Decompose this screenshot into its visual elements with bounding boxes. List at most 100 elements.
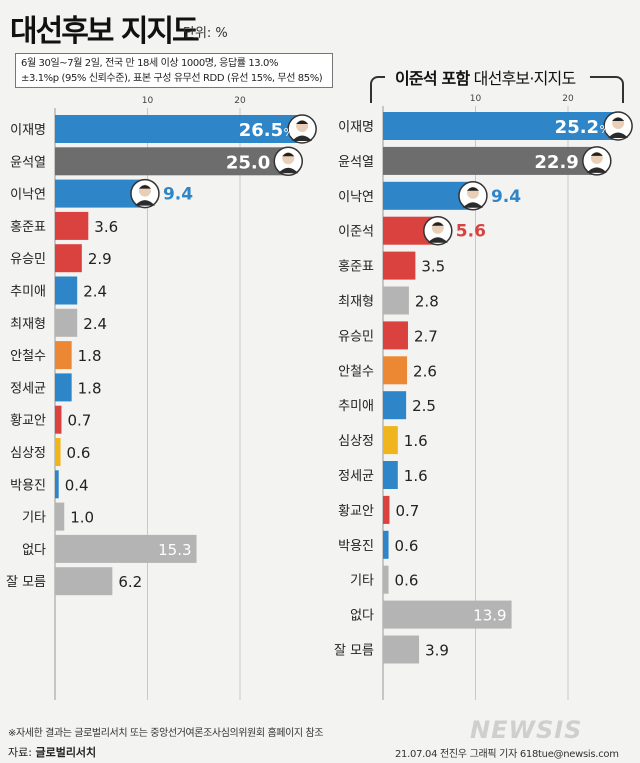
left-value-label: 26.5 — [239, 120, 283, 141]
right-bar — [383, 495, 390, 524]
left-bar — [55, 405, 62, 434]
right-bar — [383, 146, 595, 175]
left-category-label: 홍준표 — [10, 220, 46, 235]
left-bar — [55, 534, 197, 563]
left-value-label: 1.8 — [78, 379, 102, 397]
right-value-label: 9.4 — [491, 187, 521, 207]
left-portrait-suit — [278, 167, 299, 174]
right-bar — [383, 461, 398, 489]
right-category-label: 없다 — [350, 609, 374, 624]
left-bar — [55, 147, 287, 176]
right-portrait-suit — [427, 237, 448, 243]
right-category-label: 이낙연 — [338, 190, 374, 205]
source: 자료: 글로벌리서치 — [8, 744, 96, 760]
left-portrait-hair — [296, 120, 309, 124]
left-bar — [55, 276, 78, 305]
right-category-label: 심상정 — [338, 434, 374, 449]
right-value-label: 1.6 — [404, 467, 428, 485]
right-category-label: 추미애 — [338, 399, 374, 414]
left-portrait-hair — [282, 152, 295, 157]
left-value-label: 15.3 — [158, 541, 191, 559]
left-portrait-suit — [134, 200, 155, 206]
source-name: 글로벌리서치 — [35, 746, 97, 759]
right-value-label: 3.9 — [425, 642, 449, 660]
left-bar — [55, 341, 72, 370]
left-bar — [55, 211, 89, 240]
unit-label: 단위: % — [183, 26, 228, 41]
left-category-label: 윤석열 — [10, 155, 46, 170]
right-value-label: 0.6 — [395, 572, 419, 590]
left-category-label: 안철수 — [10, 349, 46, 364]
right-bar — [383, 635, 420, 664]
left-category-label: 최재형 — [10, 317, 46, 332]
right-bar — [383, 286, 409, 315]
survey-note-box: 6월 30일~7월 2일, 전국 만 18세 이상 1000명, 응답률 13.… — [15, 53, 333, 88]
right-value-label: 2.7 — [414, 327, 438, 345]
newsis-logo: NEWSIS — [470, 716, 583, 744]
right-bar — [383, 251, 416, 280]
right-category-label: 홍준표 — [338, 260, 374, 275]
left-portrait-hair — [138, 185, 151, 189]
left-category-label: 추미애 — [10, 285, 46, 300]
right-category-label: 황교안 — [338, 504, 374, 519]
right-bar — [383, 356, 408, 385]
right-value-label: 2.6 — [413, 362, 437, 380]
right-category-label: 정세균 — [338, 469, 374, 484]
left-bar — [55, 179, 142, 208]
right-portrait-hair — [431, 222, 444, 226]
right-portrait-suit — [608, 132, 629, 138]
right-bar — [383, 112, 617, 140]
right-category-label: 안철수 — [338, 364, 374, 379]
right-portrait-hair — [590, 152, 603, 156]
left-percent-sign: % — [284, 126, 294, 139]
left-category-label: 황교안 — [10, 414, 46, 429]
left-bar — [55, 470, 59, 499]
right-title-rest: 대선후보·지지도 — [473, 69, 577, 88]
chart-title: 대선후보 지지도 — [10, 14, 200, 49]
right-value-label: 25.2 — [555, 117, 599, 138]
right-value-label: 13.9 — [473, 607, 506, 625]
right-category-label: 박용진 — [338, 539, 374, 554]
left-value-label: 2.4 — [83, 315, 107, 333]
left-value-label: 0.6 — [67, 444, 91, 462]
right-bar — [383, 321, 408, 350]
left-value-label: 1.0 — [70, 509, 94, 527]
right-category-label: 기타 — [350, 574, 374, 589]
left-tick-label: 20 — [234, 96, 246, 106]
right-category-label: 윤석열 — [338, 155, 374, 170]
right-value-label: 5.6 — [456, 222, 486, 242]
survey-note-line2: ±3.1%p (95% 신뢰수준), 표본 구성 유무선 RDD (유선 15%… — [21, 73, 323, 84]
right-bar — [383, 565, 389, 594]
left-category-label: 심상정 — [10, 446, 46, 461]
footnote: ※자세한 결과는 글로벌리서치 또는 중앙선거여론조사심의위원회 홈페이지 참조 — [8, 728, 324, 739]
right-chart-title: 이준석 포함 대선후보·지지도 — [395, 65, 577, 89]
left-bar — [55, 244, 82, 273]
credit-line: 21.07.04 전진우 그래픽 기자 618tue@newsis.com — [395, 749, 619, 760]
right-value-label: 2.5 — [412, 397, 436, 415]
right-category-label: 유승민 — [338, 329, 374, 344]
left-category-label: 잘 모름 — [6, 575, 46, 590]
right-portrait-suit — [462, 202, 483, 208]
left-bar — [55, 438, 61, 466]
right-value-label: 0.6 — [395, 537, 419, 555]
right-value-label: 1.6 — [404, 432, 428, 450]
left-value-label: 9.4 — [163, 185, 193, 205]
right-bar — [383, 391, 407, 420]
left-tick-label: 10 — [142, 96, 154, 106]
left-category-label: 유승민 — [10, 252, 46, 267]
left-value-label: 6.2 — [118, 573, 142, 591]
left-value-label: 3.6 — [94, 218, 118, 236]
left-bar — [55, 502, 65, 531]
left-category-label: 기타 — [22, 511, 46, 526]
right-tick-label: 10 — [470, 94, 482, 104]
left-value-label: 1.8 — [78, 347, 102, 365]
right-value-label: 3.5 — [421, 258, 445, 276]
right-category-label: 잘 모름 — [334, 644, 374, 659]
right-portrait-hair — [466, 187, 479, 191]
left-value-label: 0.7 — [67, 412, 91, 430]
source-prefix: 자료: — [8, 746, 32, 759]
right-title-bold: 이준석 포함 — [395, 69, 470, 88]
left-portrait-suit — [292, 135, 313, 141]
right-bar — [383, 530, 389, 559]
